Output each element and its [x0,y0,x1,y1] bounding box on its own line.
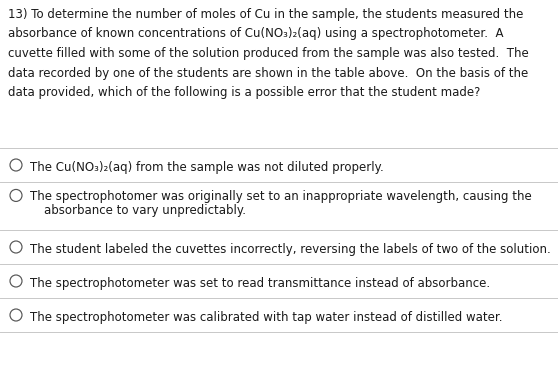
Text: 13) To determine the number of moles of Cu in the sample, the students measured : 13) To determine the number of moles of … [8,8,523,21]
Text: data provided, which of the following is a possible error that the student made?: data provided, which of the following is… [8,86,480,99]
Text: absorbance of known concentrations of Cu(NO₃)₂(aq) using a spectrophotometer.  A: absorbance of known concentrations of Cu… [8,27,503,40]
Text: The student labeled the cuvettes incorrectly, reversing the labels of two of the: The student labeled the cuvettes incorre… [30,243,551,256]
Text: The spectrophotometer was set to read transmittance instead of absorbance.: The spectrophotometer was set to read tr… [30,277,490,290]
Text: The spectrophotometer was calibrated with tap water instead of distilled water.: The spectrophotometer was calibrated wit… [30,311,503,324]
Text: absorbance to vary unpredictably.: absorbance to vary unpredictably. [44,204,246,217]
Text: data recorded by one of the students are shown in the table above.  On the basis: data recorded by one of the students are… [8,66,528,80]
Text: cuvette filled with some of the solution produced from the sample was also teste: cuvette filled with some of the solution… [8,47,529,60]
Text: The spectrophotomer was originally set to an inappropriate wavelength, causing t: The spectrophotomer was originally set t… [30,190,532,203]
Text: The Cu(NO₃)₂(aq) from the sample was not diluted properly.: The Cu(NO₃)₂(aq) from the sample was not… [30,161,384,174]
